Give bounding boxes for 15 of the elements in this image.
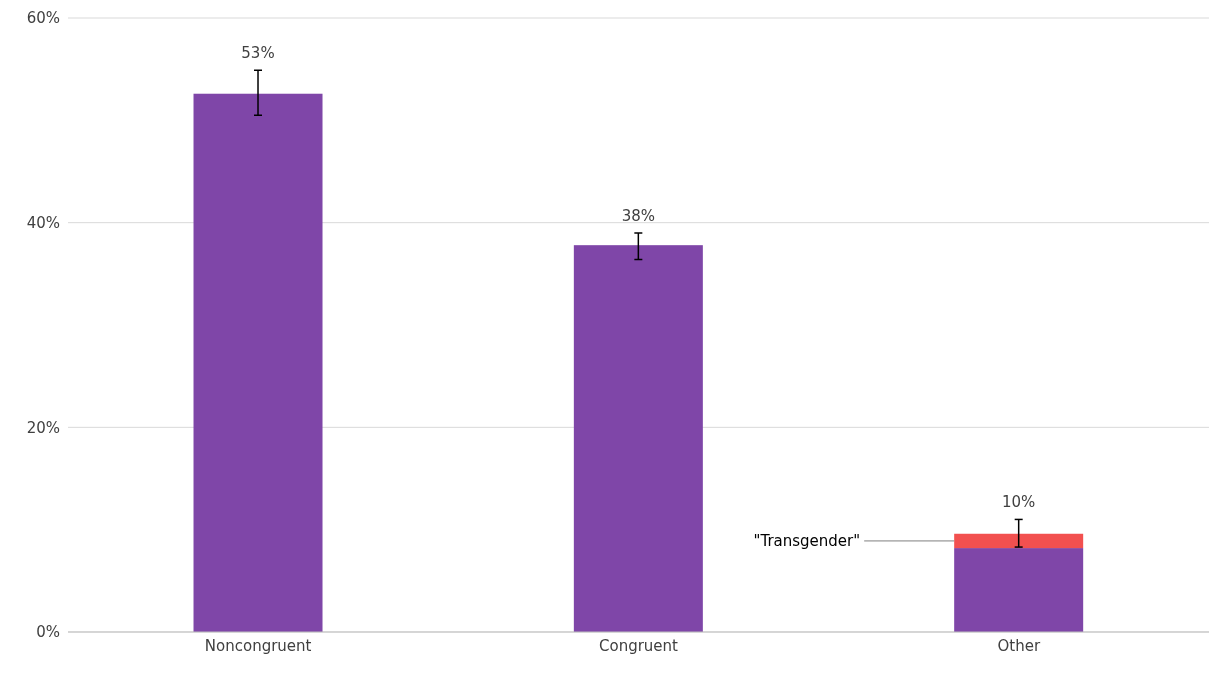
bar [193, 93, 323, 632]
x-tick-label: Congruent [599, 636, 679, 655]
bar [954, 533, 1084, 549]
total-label: 38% [621, 206, 656, 225]
text: "Transgender" [753, 531, 861, 550]
x-tick-label: Noncongruent [204, 636, 312, 655]
y-tick-label: 60% [26, 9, 60, 28]
y-tick-label: 20% [26, 418, 60, 437]
y-tick-label: 0% [36, 623, 60, 642]
total-label: 53% [241, 44, 275, 63]
bar [573, 245, 703, 632]
y-tick-label: 40% [26, 213, 60, 232]
bar [954, 548, 1084, 632]
x-tick-label: Other [997, 636, 1041, 655]
total-label: 10% [1002, 493, 1036, 512]
